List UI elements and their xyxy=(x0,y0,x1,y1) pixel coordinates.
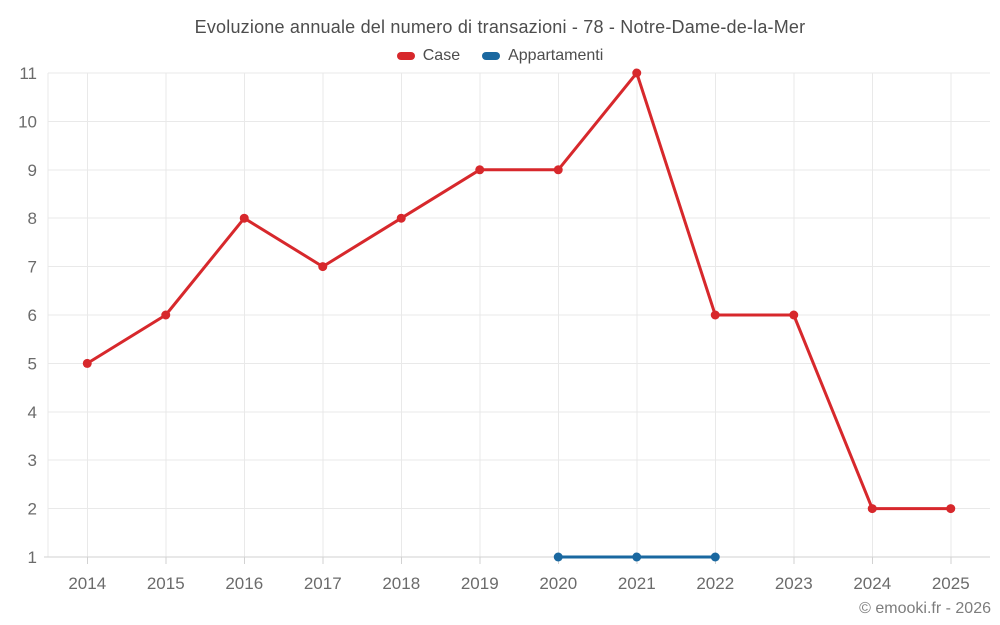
y-tick-label-6: 6 xyxy=(28,306,37,325)
y-tick-label-2: 2 xyxy=(28,500,37,519)
legend: Case Appartamenti xyxy=(0,46,1000,66)
point-case-2016[interactable] xyxy=(239,213,249,223)
legend-swatch-appartamenti-icon xyxy=(482,52,501,60)
y-tick-label-5: 5 xyxy=(28,354,37,373)
x-axis-labels: 2014 2015 2016 2017 2018 2019 2020 2021 2022 2023… xyxy=(68,574,969,593)
credit-text: © emooki.fr - 2026 xyxy=(859,600,991,617)
x-axis xyxy=(44,556,990,564)
y-tick-label-8: 8 xyxy=(28,209,37,228)
x-tick-label-2016: 2016 xyxy=(225,574,263,593)
point-case-2014[interactable] xyxy=(82,358,92,368)
point-case-2022[interactable] xyxy=(710,310,720,320)
point-case-2023[interactable] xyxy=(789,310,799,320)
y-tick-label-11: 11 xyxy=(19,64,37,83)
y-tick-label-9: 9 xyxy=(28,161,37,180)
legend-label-appartamenti: Appartamenti xyxy=(508,47,604,64)
point-appartamenti-2021[interactable] xyxy=(632,552,642,562)
point-case-2015[interactable] xyxy=(161,310,171,320)
x-tick-label-2022: 2022 xyxy=(696,574,734,593)
series-case xyxy=(82,68,956,514)
y-tick-label-3: 3 xyxy=(28,451,37,470)
legend-swatch-case-icon xyxy=(396,52,415,60)
point-case-2025[interactable] xyxy=(946,504,956,514)
series-line-case xyxy=(85,71,953,511)
y-tick-label-10: 10 xyxy=(18,112,37,131)
legend-item-appartamenti[interactable]: Appartamenti xyxy=(482,47,603,65)
y-tick-label-7: 7 xyxy=(28,258,37,277)
x-tick-label-2024: 2024 xyxy=(853,574,891,593)
point-appartamenti-2020[interactable] xyxy=(553,552,563,562)
x-tick-label-2017: 2017 xyxy=(304,574,342,593)
point-case-2024[interactable] xyxy=(867,504,877,514)
legend-label-case: Case xyxy=(422,47,461,64)
point-case-2018[interactable] xyxy=(396,213,406,223)
chart-title: Evoluzione annuale del numero di transaz… xyxy=(194,17,806,37)
gridlines xyxy=(47,72,990,557)
point-case-2019[interactable] xyxy=(475,165,485,175)
x-tick-label-2019: 2019 xyxy=(461,574,499,593)
legend-item-case[interactable]: Case xyxy=(396,47,461,65)
point-case-2021[interactable] xyxy=(632,68,642,78)
x-tick-label-2020: 2020 xyxy=(539,574,577,593)
y-tick-label-4: 4 xyxy=(28,403,37,422)
y-axis-labels: 1 2 3 4 5 6 7 8 9 10 11 xyxy=(18,64,37,567)
point-case-2020[interactable] xyxy=(553,165,563,175)
series-appartamenti xyxy=(553,552,720,562)
point-appartamenti-2022[interactable] xyxy=(710,552,720,562)
x-tick-label-2023: 2023 xyxy=(775,574,813,593)
point-case-2017[interactable] xyxy=(318,262,328,272)
x-tick-label-2021: 2021 xyxy=(618,574,656,593)
x-tick-label-2025: 2025 xyxy=(932,574,970,593)
y-tick-label-1: 1 xyxy=(28,548,37,567)
x-tick-label-2018: 2018 xyxy=(382,574,420,593)
x-tick-label-2015: 2015 xyxy=(147,574,185,593)
x-tick-label-2014: 2014 xyxy=(68,574,106,593)
